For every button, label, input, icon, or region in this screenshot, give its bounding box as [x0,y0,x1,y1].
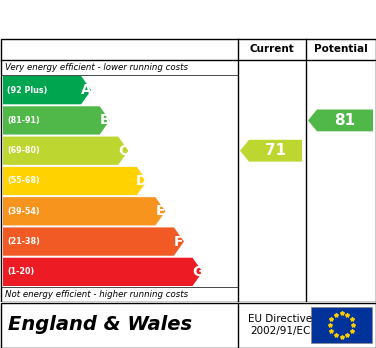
Polygon shape [3,167,147,195]
Polygon shape [240,140,302,161]
Bar [311,307,372,343]
Text: B: B [99,113,110,127]
Text: Not energy efficient - higher running costs: Not energy efficient - higher running co… [5,290,188,299]
Text: C: C [118,144,129,158]
Text: (92 Plus): (92 Plus) [7,86,47,95]
Text: G: G [192,265,203,279]
Text: 81: 81 [334,113,356,128]
Text: (39-54): (39-54) [7,207,39,216]
Text: England & Wales: England & Wales [8,316,192,334]
Polygon shape [3,197,165,226]
Text: D: D [136,174,148,188]
Text: (81-91): (81-91) [7,116,40,125]
Polygon shape [3,76,91,104]
Text: EU Directive
2002/91/EC: EU Directive 2002/91/EC [248,314,312,336]
Text: (21-38): (21-38) [7,237,40,246]
Text: Potential: Potential [314,44,367,54]
Text: E: E [156,204,165,218]
Polygon shape [3,106,110,135]
Polygon shape [3,228,184,256]
Text: A: A [81,83,91,97]
Text: F: F [174,235,184,248]
Polygon shape [3,258,203,286]
Text: Current: Current [250,44,294,54]
Polygon shape [308,110,373,131]
Polygon shape [3,136,128,165]
Text: 71: 71 [265,143,286,158]
Text: Very energy efficient - lower running costs: Very energy efficient - lower running co… [5,63,188,72]
Text: (55-68): (55-68) [7,176,40,185]
Text: Energy Efficiency Rating: Energy Efficiency Rating [11,10,259,28]
Text: (69-80): (69-80) [7,146,40,155]
Text: (1-20): (1-20) [7,267,34,276]
